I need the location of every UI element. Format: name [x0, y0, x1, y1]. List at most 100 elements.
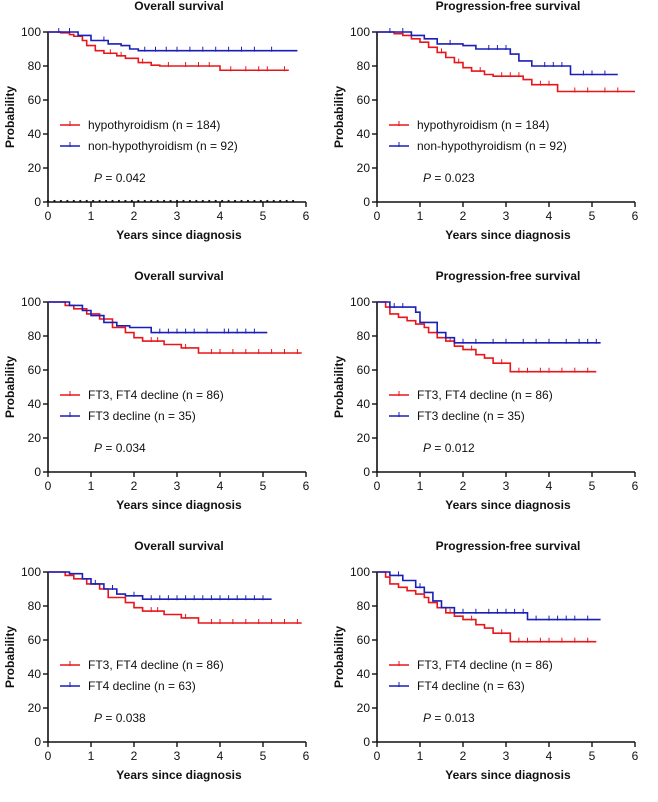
legend-label: FT3, FT4 decline (n = 86) [88, 388, 224, 402]
legend-label: non-hypothyroidism (n = 92) [88, 139, 238, 153]
km-step-line [48, 31, 289, 72]
p-value-number: = 0.023 [431, 171, 475, 185]
baseline-dot [156, 199, 159, 203]
baseline-dot [266, 199, 269, 203]
y-tick-label: 80 [28, 329, 42, 343]
series-1: FT3 decline (n = 35) [48, 301, 268, 423]
baseline-dot [150, 199, 153, 203]
series-1: FT4 decline (n = 63) [48, 571, 272, 693]
p-value-number: = 0.042 [102, 171, 146, 185]
baseline-dot [195, 199, 198, 203]
x-tick-label: 2 [460, 209, 467, 223]
p-symbol: P [423, 171, 431, 185]
baseline-dot [201, 199, 204, 203]
x-tick-label: 6 [632, 749, 639, 763]
x-tick-label: 6 [632, 209, 639, 223]
km-chart: Progression-free survival 0 20 40 60 80 100 0 1 2… [332, 269, 639, 512]
y-tick-label: 100 [21, 295, 41, 309]
y-tick-label: 40 [28, 667, 42, 681]
x-tick-label: 4 [217, 479, 224, 493]
baseline-dot [227, 199, 230, 203]
x-tick-label: 4 [546, 479, 553, 493]
baseline-dot [66, 199, 69, 203]
x-tick-label: 0 [45, 479, 52, 493]
series-0: FT3, FT4 decline (n = 86) [377, 571, 597, 672]
y-tick-label: 0 [363, 735, 370, 749]
baseline-dot [53, 199, 56, 203]
baseline-dot [85, 199, 88, 203]
y-tick-label: 20 [28, 701, 42, 715]
x-tick-label: 6 [303, 479, 310, 493]
x-tick-label: 5 [260, 749, 267, 763]
km-step-line [377, 31, 618, 76]
p-value: P = 0.034 [94, 441, 146, 455]
x-axis-label: Years since diagnosis [116, 228, 242, 242]
series-0: FT3, FT4 decline (n = 86) [377, 301, 597, 402]
y-tick-label: 0 [34, 195, 41, 209]
y-tick-label: 40 [28, 397, 42, 411]
y-tick-label: 0 [363, 465, 370, 479]
x-tick-label: 3 [174, 479, 181, 493]
y-tick-label: 0 [34, 735, 41, 749]
y-tick-label: 60 [357, 633, 371, 647]
baseline-dot [272, 199, 275, 203]
x-tick-label: 4 [546, 209, 553, 223]
x-tick-label: 6 [303, 749, 310, 763]
y-tick-label: 80 [357, 329, 371, 343]
legend-label: non-hypothyroidism (n = 92) [417, 139, 567, 153]
x-tick-label: 6 [303, 209, 310, 223]
chart-title: Progression-free survival [436, 0, 581, 13]
p-value-number: = 0.013 [431, 711, 475, 725]
p-symbol: P [423, 711, 431, 725]
p-symbol: P [423, 441, 431, 455]
series-1: non-hypothyroidism (n = 92) [377, 28, 618, 153]
km-chart: Progression-free survival 0 20 40 60 80 100 0 1 2… [332, 0, 639, 242]
p-symbol: P [94, 441, 102, 455]
legend-label: FT3, FT4 decline (n = 86) [417, 658, 553, 672]
km-chart: Progression-free survival 0 20 40 60 80 100 0 1 2… [332, 539, 639, 782]
km-step-line [377, 571, 601, 621]
x-tick-label: 1 [417, 749, 424, 763]
km-step-line [377, 301, 601, 344]
panel-pfs-hypothyroidism: Progression-free survival 0 20 40 60 80 100 0 1 2… [329, 0, 658, 262]
chart-title: Overall survival [134, 269, 223, 283]
y-tick-label: 40 [357, 667, 371, 681]
legend-label: FT3 decline (n = 35) [88, 409, 196, 423]
series-0: hypothyroidism (n = 184) [377, 31, 635, 132]
y-tick-label: 80 [357, 59, 371, 73]
legend-label: FT3 decline (n = 35) [417, 409, 525, 423]
x-axis-label: Years since diagnosis [445, 228, 571, 242]
x-tick-label: 0 [374, 479, 381, 493]
x-tick-label: 3 [174, 749, 181, 763]
y-tick-label: 60 [357, 93, 371, 107]
x-tick-label: 3 [503, 749, 510, 763]
x-tick-label: 0 [374, 209, 381, 223]
p-value: P = 0.038 [94, 711, 146, 725]
chart-title: Progression-free survival [436, 269, 581, 283]
p-symbol: P [94, 711, 102, 725]
panel-os-hypothyroidism: Overall survival 0 20 40 60 80 100 0 1 2 3 4 5 6 Years… [0, 0, 329, 262]
p-value: P = 0.042 [94, 171, 146, 185]
baseline-dot [182, 199, 185, 203]
y-tick-label: 80 [28, 599, 42, 613]
y-tick-label: 40 [357, 127, 371, 141]
x-tick-label: 1 [417, 209, 424, 223]
x-axis-label: Years since diagnosis [116, 498, 242, 512]
y-axis-label: Probability [3, 626, 17, 688]
baseline-dot [104, 199, 108, 203]
chart-title: Overall survival [134, 539, 223, 553]
x-tick-label: 2 [131, 209, 138, 223]
p-value-number: = 0.034 [102, 441, 146, 455]
km-step-line [377, 571, 597, 643]
y-axis-label: Probability [3, 356, 17, 418]
baseline-dot [46, 199, 50, 203]
baseline-dot [279, 199, 282, 203]
baseline-dot [98, 199, 101, 203]
x-tick-label: 5 [260, 479, 267, 493]
y-tick-label: 60 [357, 363, 371, 377]
km-chart: Overall survival 0 20 40 60 80 100 0 1 2 3 4 5 6 Years… [3, 539, 310, 782]
y-tick-label: 100 [21, 565, 41, 579]
x-axis-label: Years since diagnosis [445, 498, 571, 512]
km-step-line [377, 31, 635, 93]
y-axis-label: Probability [332, 86, 346, 148]
